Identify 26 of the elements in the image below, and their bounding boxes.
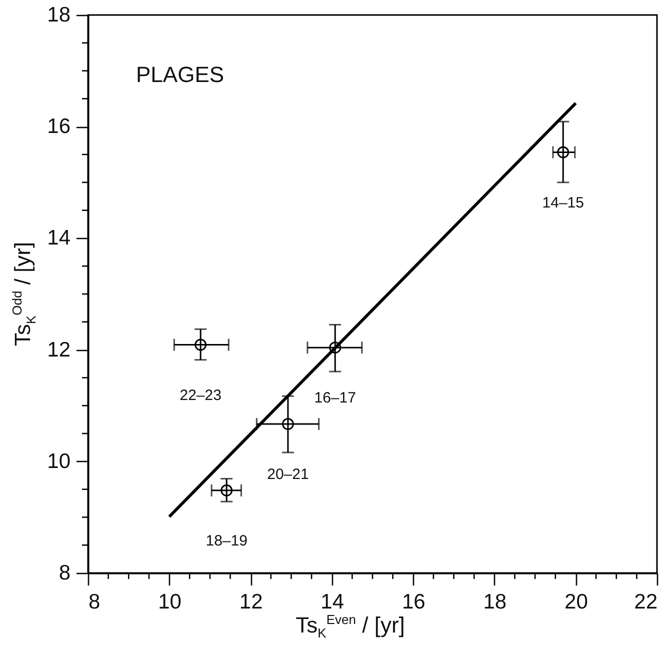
x-tick-label: 22	[634, 590, 658, 614]
annotation: 22–23	[180, 386, 222, 404]
x-axis-title: Ts$_{K}$$^{Even}$ / [yr]	[296, 612, 405, 641]
x-tick-label: 12	[239, 590, 263, 614]
annotation: 20–21	[267, 466, 309, 484]
y-tick-label: 14	[47, 226, 71, 250]
x-tick-label: 16	[402, 590, 426, 614]
x-tick-label: 8	[88, 590, 100, 614]
x-tick-label: 14	[320, 590, 344, 614]
y-tick-label: 10	[47, 450, 70, 473]
x-tick-label: 20	[564, 590, 588, 614]
y-tick-label: 12	[47, 338, 70, 362]
annotation: PLAGES	[136, 62, 224, 87]
y-tick-label: 18	[47, 4, 70, 26]
annotation: 16–17	[314, 390, 356, 407]
y-tick-label: 16	[47, 115, 70, 138]
annotation: 18–19	[206, 532, 248, 550]
annotation: 14–15	[542, 194, 584, 212]
y-tick-label: 8	[58, 562, 70, 584]
point	[557, 146, 570, 158]
point	[329, 342, 342, 354]
point	[194, 338, 207, 351]
x-tick-label: 10	[158, 590, 182, 614]
point	[220, 484, 233, 496]
x-tick-label: 18	[483, 590, 507, 614]
point	[282, 418, 294, 430]
